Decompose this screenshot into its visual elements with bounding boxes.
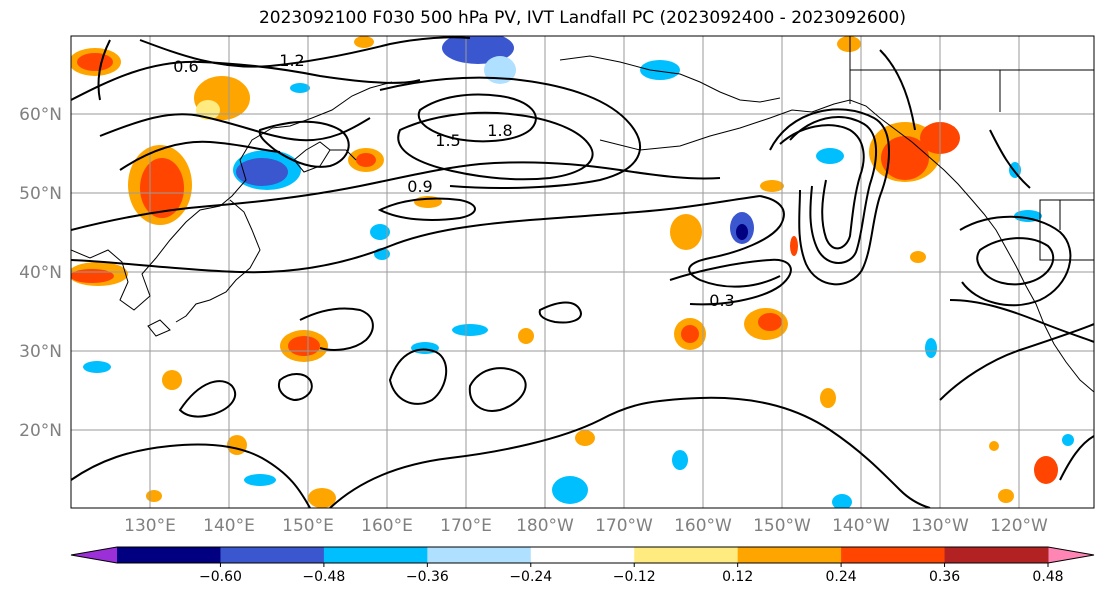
colorbar-tick-label: −0.36 — [406, 569, 449, 585]
colorbar-segment — [323, 547, 428, 563]
colorbar-tick-label: −0.60 — [199, 569, 242, 585]
contour-label: 0.9 — [407, 177, 432, 196]
colorbar-max-extension — [1048, 547, 1094, 563]
lon-label: 120°W — [990, 516, 1048, 536]
lon-label: 170°E — [440, 516, 492, 536]
contour-label: 1.5 — [435, 131, 460, 150]
map-title: 2023092100 F030 500 hPa PV, IVT Landfall… — [258, 8, 906, 28]
contour-labels: 1.2 0.9 0.6 1.5 1.8 0.3 — [173, 51, 734, 310]
negative-anomaly-region — [83, 36, 1074, 508]
colorbar-segments — [117, 547, 1049, 563]
colorbar-tick-label: 0.48 — [1032, 569, 1063, 585]
lon-label: 160°W — [674, 516, 732, 536]
graticule — [71, 36, 1094, 508]
colorbar-tick-label: −0.24 — [509, 569, 552, 585]
coastlines — [71, 36, 1094, 393]
colorbar-min-extension — [71, 547, 117, 563]
colorbar-ticks: −0.60 −0.48 −0.36 −0.24 −0.12 0.12 0.24 0.36 0.4… — [199, 563, 1064, 585]
lat-label: 30°N — [19, 342, 62, 362]
colorbar-tick-label: 0.24 — [826, 569, 857, 585]
colorbar-segment — [220, 547, 325, 563]
lon-label: 130°E — [124, 516, 176, 536]
map-frame — [70, 35, 1095, 509]
contour-label: 0.6 — [173, 57, 198, 76]
lon-label: 170°W — [595, 516, 653, 536]
lon-label: 140°W — [832, 516, 890, 536]
lon-label: 130°W — [911, 516, 969, 536]
lat-label: 20°N — [19, 421, 62, 441]
lon-label: 150°E — [282, 516, 334, 536]
lat-label: 50°N — [19, 184, 62, 204]
lat-label: 60°N — [19, 105, 62, 125]
lat-label: 40°N — [19, 263, 62, 283]
colorbar-segment — [737, 547, 842, 563]
lon-label: 180°W — [516, 516, 574, 536]
pv-contours — [71, 36, 1094, 508]
contour-label: 1.2 — [279, 51, 304, 70]
colorbar-tick-label: −0.12 — [613, 569, 656, 585]
contour-label: 1.8 — [487, 121, 512, 140]
colorbar: −0.60 −0.48 −0.36 −0.24 −0.12 0.12 0.24 0.36 0.4… — [70, 546, 1095, 585]
colorbar-outline — [70, 546, 1095, 564]
colorbar-tick-label: 0.12 — [722, 569, 753, 585]
colorbar-segment — [634, 547, 739, 563]
colorbar-tick-label: −0.48 — [302, 569, 345, 585]
colorbar-segment — [117, 547, 221, 563]
lon-label: 150°W — [753, 516, 811, 536]
latitude-axis: 60°N 50°N 40°N 30°N 20°N — [19, 105, 62, 441]
lon-label: 160°E — [361, 516, 413, 536]
contour-label: 0.3 — [709, 291, 734, 310]
colorbar-segment — [530, 547, 635, 563]
colorbar-tick-label: 0.36 — [929, 569, 960, 585]
lon-label: 140°E — [203, 516, 255, 536]
colorbar-segment — [427, 547, 532, 563]
longitude-axis: 130°E 140°E 150°E 160°E 170°E 180°W 170°… — [124, 516, 1048, 536]
colorbar-segment — [841, 547, 946, 563]
colorbar-segment — [944, 547, 1049, 563]
